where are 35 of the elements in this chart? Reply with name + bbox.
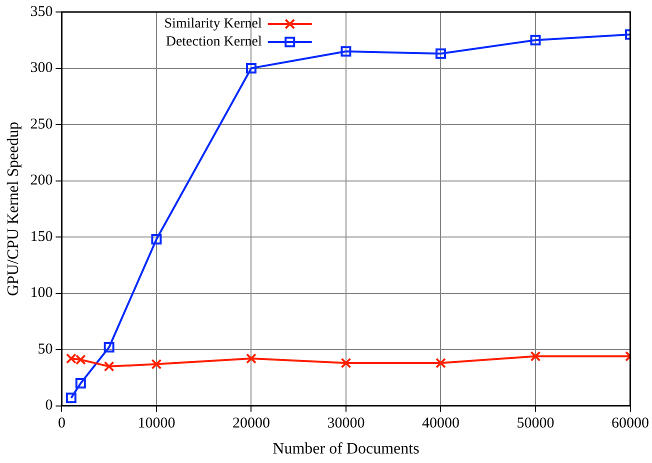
point (530, 34, 541, 46)
point (75, 378, 86, 389)
y-tick-label: 0 (45, 398, 53, 414)
point (340, 358, 352, 368)
point (246, 353, 256, 364)
point (435, 358, 446, 368)
point (104, 342, 114, 353)
point (246, 63, 256, 74)
x-tick-label: 40000 (422, 416, 460, 432)
legend-label: Similarity Kernel (164, 16, 262, 32)
point (66, 353, 76, 364)
x-tick-label: 30000 (327, 416, 365, 432)
point (151, 358, 162, 370)
x-tick-label: 50000 (516, 416, 554, 432)
y-tick-label: 300 (30, 60, 53, 76)
point (530, 351, 541, 362)
point (66, 392, 76, 404)
y-tick-label: 100 (30, 285, 53, 302)
y-tick-label: 150 (30, 228, 53, 245)
y-tick-label: 200 (30, 172, 53, 189)
x-tick-label: 20000 (232, 416, 270, 432)
x-axis-title: Number of Documents (272, 440, 420, 458)
legend-label: Detection Kernel (166, 34, 262, 50)
x-tick-label: 60000 (612, 416, 649, 432)
y-tick-label: 250 (30, 116, 53, 132)
point (104, 361, 114, 372)
point (340, 46, 352, 57)
y-tick-label: 350 (30, 4, 53, 20)
point (435, 48, 446, 59)
point (75, 354, 86, 365)
point (151, 234, 162, 245)
x-tick-label: 10000 (138, 416, 176, 432)
x-tick-label: 0 (58, 416, 66, 432)
y-tick-label: 50 (38, 341, 53, 358)
y-axis-title: GPU/CPU Kernel Speedup (4, 122, 22, 296)
